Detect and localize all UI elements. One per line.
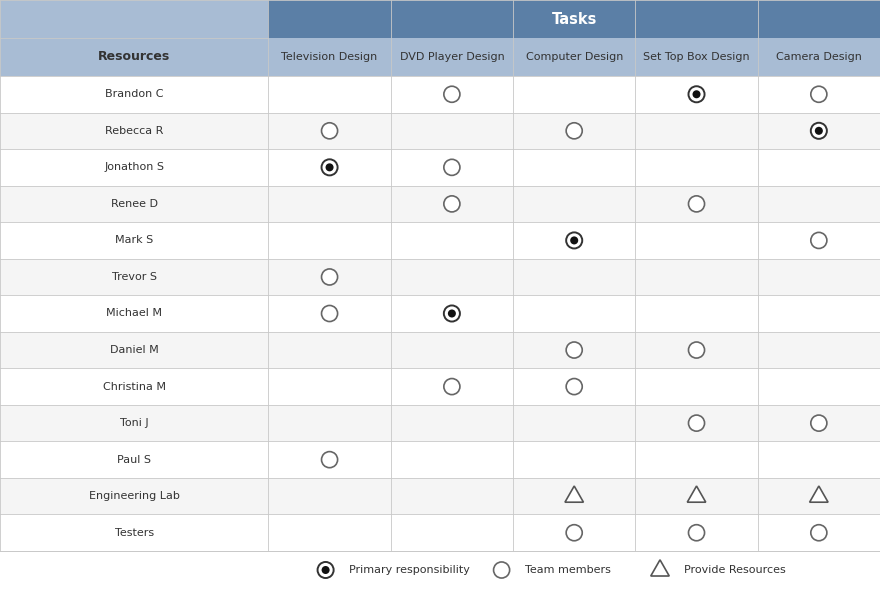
Ellipse shape — [810, 123, 827, 139]
FancyBboxPatch shape — [0, 186, 880, 222]
Ellipse shape — [688, 196, 705, 212]
Text: Computer Design: Computer Design — [525, 52, 623, 62]
Ellipse shape — [688, 525, 705, 541]
Ellipse shape — [566, 525, 583, 541]
Polygon shape — [687, 486, 706, 502]
Text: Trevor S: Trevor S — [112, 272, 157, 282]
FancyBboxPatch shape — [0, 405, 880, 441]
FancyBboxPatch shape — [0, 478, 880, 514]
Text: Michael M: Michael M — [106, 309, 162, 319]
Text: DVD Player Design: DVD Player Design — [400, 52, 504, 62]
Text: Paul S: Paul S — [117, 455, 151, 465]
Text: Set Top Box Design: Set Top Box Design — [643, 52, 750, 62]
Ellipse shape — [444, 159, 460, 176]
FancyBboxPatch shape — [0, 368, 880, 405]
Text: Engineering Lab: Engineering Lab — [89, 491, 180, 501]
FancyBboxPatch shape — [0, 0, 268, 38]
Ellipse shape — [448, 309, 456, 317]
Ellipse shape — [566, 123, 583, 139]
Polygon shape — [650, 560, 670, 576]
Text: Brandon C: Brandon C — [105, 90, 164, 100]
Ellipse shape — [566, 342, 583, 358]
Ellipse shape — [321, 452, 338, 468]
Ellipse shape — [810, 525, 827, 541]
Ellipse shape — [688, 415, 705, 431]
Ellipse shape — [444, 196, 460, 212]
Ellipse shape — [810, 415, 827, 431]
FancyBboxPatch shape — [0, 38, 880, 76]
Ellipse shape — [444, 86, 460, 102]
Text: Provide Resources: Provide Resources — [684, 565, 786, 575]
FancyBboxPatch shape — [0, 76, 880, 112]
Ellipse shape — [444, 306, 460, 322]
Ellipse shape — [566, 379, 583, 395]
Ellipse shape — [326, 163, 334, 171]
Text: Christina M: Christina M — [103, 382, 165, 392]
FancyBboxPatch shape — [0, 441, 880, 478]
FancyBboxPatch shape — [268, 0, 880, 38]
Polygon shape — [810, 486, 828, 502]
Ellipse shape — [688, 86, 705, 102]
Text: Tasks: Tasks — [552, 12, 597, 27]
FancyBboxPatch shape — [0, 332, 880, 368]
Ellipse shape — [815, 127, 823, 135]
Text: Television Design: Television Design — [282, 52, 378, 62]
FancyBboxPatch shape — [0, 149, 880, 186]
Ellipse shape — [810, 86, 827, 102]
Ellipse shape — [321, 123, 338, 139]
Ellipse shape — [321, 269, 338, 285]
FancyBboxPatch shape — [0, 222, 880, 259]
Text: Rebecca R: Rebecca R — [105, 126, 164, 136]
Text: Jonathon S: Jonathon S — [104, 163, 165, 173]
FancyBboxPatch shape — [0, 295, 880, 332]
Ellipse shape — [321, 566, 330, 574]
Text: Daniel M: Daniel M — [110, 345, 158, 355]
Text: Renee D: Renee D — [111, 199, 158, 209]
FancyBboxPatch shape — [0, 259, 880, 295]
Text: Testers: Testers — [114, 528, 154, 538]
Ellipse shape — [321, 159, 338, 176]
Ellipse shape — [444, 379, 460, 395]
Text: Team members: Team members — [525, 565, 612, 575]
Ellipse shape — [570, 236, 578, 244]
Text: Mark S: Mark S — [115, 236, 153, 246]
Text: Toni J: Toni J — [120, 418, 149, 428]
Ellipse shape — [688, 342, 705, 358]
Ellipse shape — [321, 306, 338, 322]
Polygon shape — [565, 486, 583, 502]
Ellipse shape — [318, 562, 334, 578]
Ellipse shape — [494, 562, 510, 578]
Ellipse shape — [566, 233, 583, 249]
Ellipse shape — [693, 90, 700, 98]
FancyBboxPatch shape — [0, 112, 880, 149]
Text: Camera Design: Camera Design — [776, 52, 862, 62]
FancyBboxPatch shape — [0, 514, 880, 551]
Text: Resources: Resources — [98, 51, 171, 64]
Ellipse shape — [810, 233, 827, 249]
Text: Primary responsibility: Primary responsibility — [349, 565, 470, 575]
